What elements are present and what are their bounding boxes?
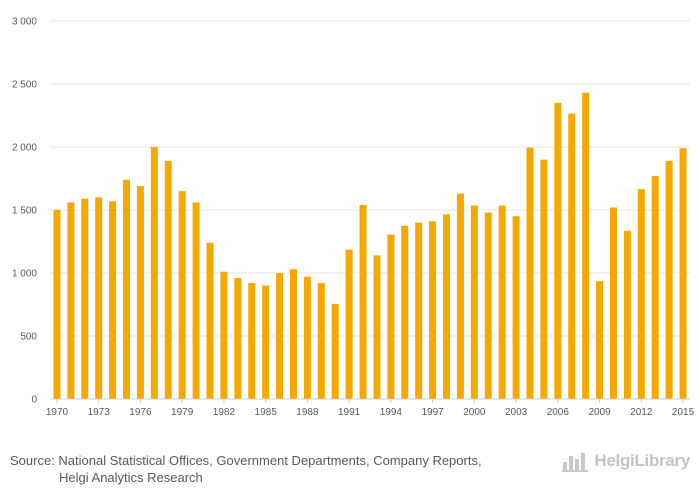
- bar-1994: [387, 234, 395, 399]
- bar-1984: [248, 283, 256, 399]
- bar-1998: [443, 214, 451, 399]
- x-tick-label: 2012: [630, 407, 653, 418]
- bar-1989: [317, 283, 325, 399]
- bar-1970: [53, 210, 61, 399]
- y-tick-label: 1 000: [12, 269, 37, 280]
- x-tick-label: 1994: [380, 407, 403, 418]
- source-line-1: Source: National Statistical Offices, Go…: [10, 453, 482, 468]
- brand-logo: HelgiLibrary: [562, 450, 690, 472]
- y-tick-label: 3 000: [12, 17, 37, 28]
- bar-1982: [220, 271, 228, 399]
- building-icon: [562, 453, 589, 472]
- bar-2015: [679, 148, 687, 399]
- bar-1978: [164, 160, 172, 399]
- x-axis-ticks: 1970 1973 1976 1979 1982 1985 1988 1991 1994 1997…: [46, 399, 695, 418]
- y-tick-label: 2 000: [12, 143, 37, 154]
- x-tick-label: 1997: [421, 407, 444, 418]
- x-tick-label: 1985: [255, 407, 278, 418]
- bar-2001: [484, 212, 492, 399]
- source-note: Source: National Statistical Offices, Go…: [10, 452, 550, 486]
- y-tick-label: 0: [31, 395, 37, 406]
- bar-1972: [81, 198, 89, 399]
- bar-1995: [401, 225, 409, 399]
- source-line-2: Helgi Analytics Research: [59, 470, 203, 485]
- x-tick-label: 1973: [88, 407, 111, 418]
- x-tick-label: 1976: [129, 407, 152, 418]
- bar-1992: [359, 204, 367, 399]
- y-tick-label: 1 500: [12, 206, 37, 217]
- bar-1971: [67, 202, 75, 399]
- bar-1981: [206, 242, 214, 399]
- bar-series: [53, 92, 687, 400]
- bar-1999: [456, 193, 464, 399]
- x-tick-label: 1988: [296, 407, 319, 418]
- y-axis-ticks: 0 500 1 000 1 500 2 000 2 500 3 000: [12, 17, 37, 406]
- bar-1980: [192, 202, 200, 399]
- bar-1975: [123, 179, 131, 399]
- bar-1979: [178, 191, 186, 399]
- bar-1996: [415, 222, 423, 399]
- bar-2000: [470, 205, 478, 399]
- bar-2002: [498, 205, 506, 399]
- bar-2009: [596, 281, 604, 399]
- x-tick-label: 1982: [213, 407, 236, 418]
- x-tick-label: 2015: [672, 407, 695, 418]
- bar-1988: [303, 276, 311, 399]
- bar-2011: [623, 230, 631, 399]
- bar-2005: [540, 159, 548, 399]
- x-tick-label: 2000: [463, 407, 486, 418]
- bar-2010: [609, 207, 617, 399]
- x-tick-label: 2003: [505, 407, 528, 418]
- x-tick-label: 1970: [46, 407, 69, 418]
- bar-2004: [526, 147, 534, 399]
- bar-1986: [276, 273, 284, 399]
- bar-1973: [95, 197, 103, 399]
- chart-footer: Source: National Statistical Offices, Go…: [0, 440, 700, 500]
- bar-2014: [665, 160, 673, 399]
- brand-name: HelgiLibrary: [594, 451, 690, 470]
- bar-1993: [373, 255, 381, 399]
- bar-1997: [429, 221, 437, 399]
- x-tick-label: 1979: [171, 407, 194, 418]
- y-tick-label: 500: [20, 332, 37, 343]
- bar-1991: [345, 249, 353, 399]
- bar-2008: [582, 92, 590, 399]
- bar-1985: [262, 285, 270, 399]
- bar-2007: [568, 113, 576, 400]
- y-tick-label: 2 500: [12, 80, 37, 91]
- bar-1977: [150, 147, 158, 399]
- bar-2006: [554, 102, 562, 400]
- x-tick-label: 2009: [588, 407, 611, 418]
- bar-1976: [136, 186, 144, 399]
- x-tick-label: 1991: [338, 407, 361, 418]
- bar-2003: [512, 216, 520, 399]
- bar-2012: [637, 189, 645, 399]
- bar-1987: [289, 269, 297, 399]
- gridlines: [50, 20, 690, 337]
- bar-1974: [109, 201, 117, 399]
- bar-2013: [651, 175, 659, 399]
- bar-1990: [331, 303, 339, 399]
- bar-1983: [234, 278, 242, 399]
- x-tick-label: 2006: [547, 407, 570, 418]
